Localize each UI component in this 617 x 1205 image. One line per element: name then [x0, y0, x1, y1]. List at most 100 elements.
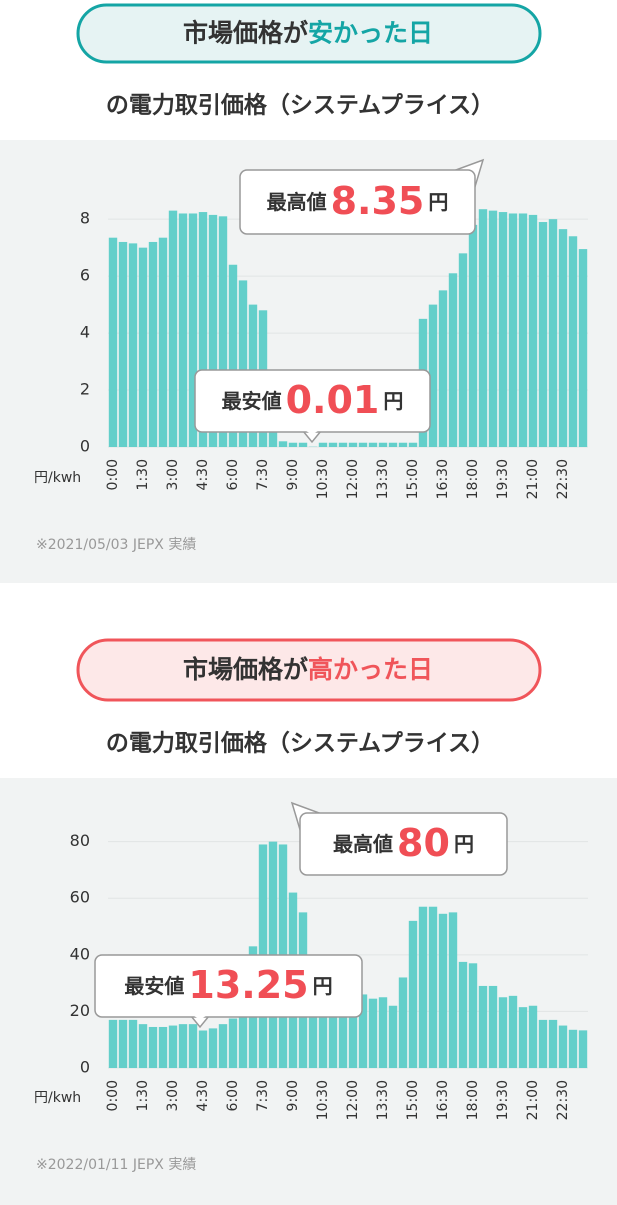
callout-box: [94, 954, 363, 1018]
callout-box: [239, 169, 476, 235]
bar: [228, 264, 238, 447]
callout-text: 最高値 8.35 円: [267, 179, 449, 223]
bar: [468, 963, 478, 1068]
bar: [558, 229, 568, 447]
bar: [318, 442, 328, 447]
bar: [368, 442, 378, 447]
bar: [308, 1002, 318, 1068]
bar: [538, 222, 548, 447]
source-note: ※2022/01/11 JEPX 実績: [36, 1157, 196, 1173]
bar: [398, 442, 408, 447]
bar: [448, 912, 458, 1068]
callout-label: 最高値: [267, 190, 327, 214]
bar: [328, 1008, 338, 1068]
bar: [228, 1018, 238, 1068]
bar: [498, 212, 508, 447]
x-tick-label: 16:30: [435, 459, 451, 499]
header-title: 市場価格が安かった日: [183, 19, 433, 48]
bar: [208, 214, 218, 447]
bar: [468, 224, 478, 447]
callout-label: 最安値: [124, 974, 184, 998]
y-tick-label: 80: [70, 831, 90, 850]
y-tick-label: 0: [80, 437, 90, 456]
bar: [478, 209, 488, 447]
bar: [378, 997, 388, 1068]
bar: [538, 1019, 548, 1068]
bar: [348, 1008, 358, 1068]
callout-label: 最安値: [222, 389, 282, 413]
callout-text: 最安値 13.25 円: [124, 963, 332, 1007]
header-pill: [76, 3, 542, 64]
bar: [348, 442, 358, 447]
x-tick-label: 18:00: [465, 1080, 481, 1120]
x-tick-label: 1:30: [135, 1080, 151, 1111]
x-tick-label: 21:00: [525, 459, 541, 499]
x-tick-label: 9:00: [285, 459, 301, 490]
y-tick-label: 8: [80, 209, 90, 228]
bar: [488, 985, 498, 1068]
subtitle: の電力取引価格（システムプライス）: [106, 730, 494, 757]
callout-box: [299, 812, 508, 876]
bar: [108, 237, 118, 447]
callout-label: 最高値: [333, 832, 393, 856]
bar: [118, 1019, 128, 1068]
bar: [288, 442, 298, 447]
x-tick-label: 13:30: [375, 459, 391, 499]
bar: [568, 1029, 578, 1068]
bar: [298, 442, 308, 447]
callout-value: 0.01: [286, 378, 380, 422]
bar: [238, 1012, 248, 1068]
bar: [168, 1025, 178, 1068]
bar: [418, 906, 428, 1068]
x-tick-label: 12:00: [345, 1080, 361, 1120]
bar: [328, 442, 338, 447]
bar: [528, 1005, 538, 1068]
bar: [508, 995, 518, 1068]
x-tick-label: 1:30: [135, 459, 151, 490]
bar: [148, 241, 158, 447]
x-tick-label: 0:00: [105, 1080, 121, 1111]
x-tick-label: 6:00: [225, 1080, 241, 1111]
bar: [428, 304, 438, 447]
header-highlight: 高かった日: [308, 655, 433, 684]
x-tick-label: 3:00: [165, 459, 181, 490]
x-tick-label: 10:30: [315, 1080, 331, 1120]
bar: [568, 236, 578, 447]
x-tick-label: 3:00: [165, 1080, 181, 1111]
bar: [548, 1019, 558, 1068]
bar: [168, 210, 178, 447]
header-highlight: 安かった日: [308, 19, 433, 48]
x-tick-label: 16:30: [435, 1080, 451, 1120]
bar: [398, 977, 408, 1068]
header-prefix: 市場価格が: [183, 655, 308, 684]
bar: [408, 920, 418, 1068]
bar: [318, 1005, 328, 1068]
bar: [518, 213, 528, 447]
bar: [158, 1026, 168, 1068]
bar: [378, 442, 388, 447]
x-tick-label: 4:30: [195, 459, 211, 490]
y-tick-label: 6: [80, 266, 90, 285]
bar: [548, 219, 558, 447]
bar: [358, 442, 368, 447]
bar: [208, 1028, 218, 1068]
y-tick-label: 0: [80, 1058, 90, 1077]
bar: [438, 913, 448, 1068]
bar: [128, 1019, 138, 1068]
callout-unit: 円: [428, 190, 448, 214]
bar: [438, 290, 448, 447]
y-axis-label: 円/kwh: [34, 470, 81, 486]
bar: [108, 1019, 118, 1068]
x-tick-label: 10:30: [315, 459, 331, 499]
bar: [528, 214, 538, 447]
bar: [508, 213, 518, 447]
x-tick-label: 19:30: [495, 1080, 511, 1120]
bar: [238, 280, 248, 447]
bar: [488, 210, 498, 447]
callout-joint: [301, 815, 322, 835]
x-tick-label: 4:30: [195, 1080, 211, 1111]
bar: [218, 1024, 228, 1068]
bar: [118, 241, 128, 447]
